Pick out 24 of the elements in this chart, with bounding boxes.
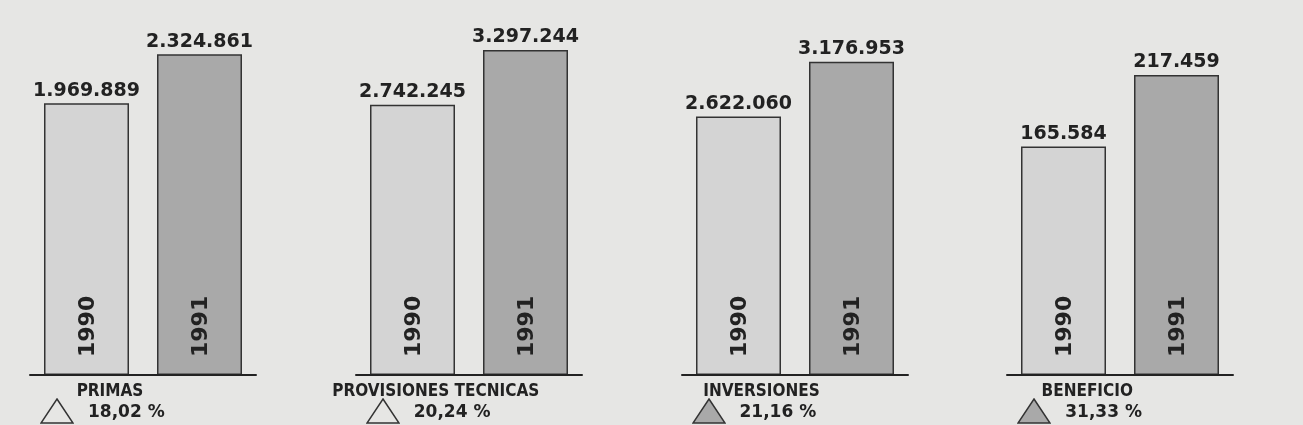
x-tick-label: 1991 [512, 295, 538, 357]
x-tick-label: 1990 [725, 295, 751, 357]
text: BENEFICIO [1041, 380, 1133, 400]
text: PROVISIONES TECNICAS [332, 380, 540, 400]
data-label: 3.297.244 [471, 24, 579, 47]
data-label: 165.584 [1020, 120, 1108, 143]
data-label: 2.742.245 [358, 79, 466, 102]
data-label: 1.969.889 [33, 77, 140, 100]
text: PRIMAS [76, 380, 144, 400]
text: INVERSIONES [703, 380, 820, 400]
x-tick-label: 1990 [74, 295, 99, 357]
data-label: 2.324.861 [146, 28, 253, 51]
data-label: 2.622.060 [684, 91, 792, 114]
text: 18,02 % [88, 401, 165, 421]
x-tick-label: 1990 [1051, 295, 1077, 357]
x-tick-label: 1990 [399, 295, 425, 357]
text: 31,33 % [1065, 401, 1142, 421]
data-label: 217.459 [1133, 49, 1221, 72]
data-label: 3.176.953 [797, 36, 905, 59]
x-tick-label: 1991 [187, 295, 212, 357]
x-tick-label: 1991 [1164, 295, 1190, 357]
text: 20,24 % [413, 401, 491, 421]
text: 21,16 % [739, 401, 817, 421]
x-tick-label: 1991 [838, 295, 864, 357]
